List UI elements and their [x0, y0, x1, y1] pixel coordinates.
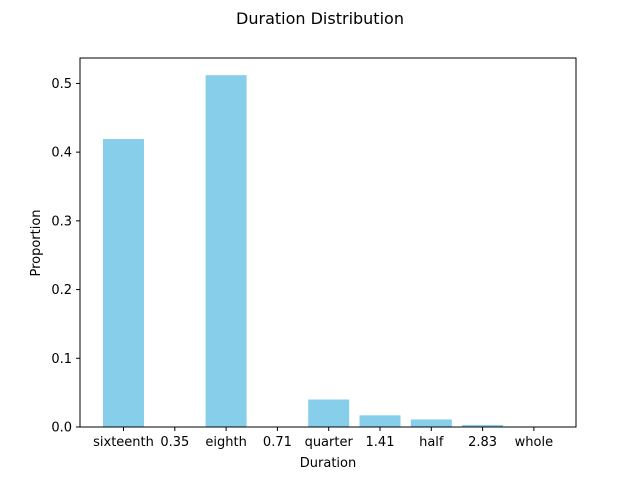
chart-title: Duration Distribution	[236, 9, 404, 28]
x-tick-label: half	[419, 435, 444, 450]
x-tick-label: 1.41	[366, 435, 395, 450]
x-tick-label: 0.35	[160, 435, 189, 450]
y-tick-label: 0.2	[51, 283, 72, 298]
x-tick-label: eighth	[205, 435, 246, 450]
x-axis-label: Duration	[300, 456, 356, 471]
x-axis: sixteenth 0.35 eighth 0.71 quarter 1.41 half 2.…	[93, 427, 553, 450]
x-tick-label: 0.71	[263, 435, 292, 450]
bar-quarter	[308, 399, 350, 427]
y-tick-label: 0.5	[51, 77, 72, 92]
bar-1-41	[359, 415, 401, 427]
y-tick-label: 0.4	[51, 146, 72, 161]
bar-sixteenth	[103, 139, 144, 427]
y-tick-label: 0.1	[51, 352, 72, 367]
bar-2-83	[462, 424, 504, 427]
bars-group	[103, 75, 504, 428]
y-tick-label: 0.0	[51, 421, 72, 436]
x-tick-label: 2.83	[468, 435, 497, 450]
x-tick-label: whole	[515, 435, 553, 450]
y-tick-label: 0.3	[51, 214, 72, 229]
bar-half	[410, 419, 452, 427]
x-tick-label: sixteenth	[93, 435, 154, 450]
x-tick-label: quarter	[305, 435, 354, 450]
y-axis: 0.0 0.1 0.2 0.3 0.4 0.5	[51, 77, 80, 436]
bar-eighth	[205, 75, 247, 428]
y-axis-label: Proportion	[29, 209, 44, 276]
plot-frame	[79, 57, 577, 428]
